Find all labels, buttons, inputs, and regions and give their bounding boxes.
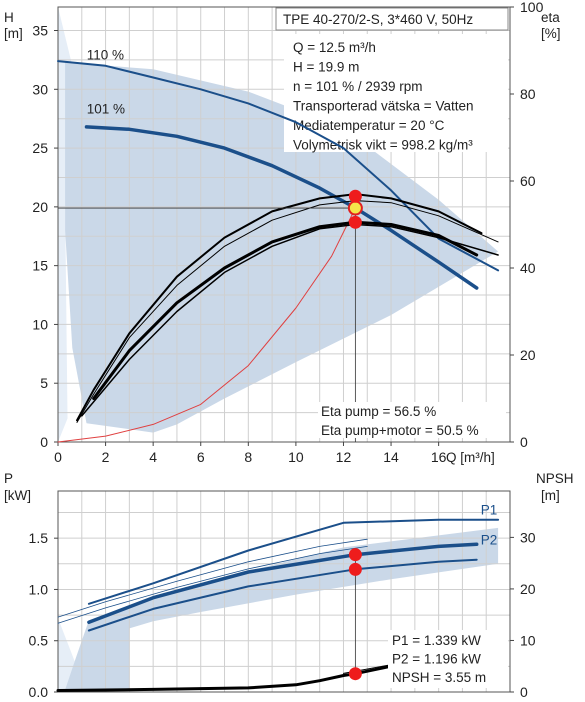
- x-axis-label: Q [m³/h]: [446, 450, 495, 465]
- y-left-tick-label: 1.5: [29, 530, 49, 546]
- series-line: [84, 125, 479, 290]
- info-line: n = 101 % / 2939 rpm: [293, 79, 422, 94]
- y-right-tick-label: 0: [520, 434, 528, 450]
- info-line: Q = 12.5 m³/h: [293, 40, 376, 55]
- y-left-tick-label: 35: [32, 23, 48, 39]
- value-line: NPSH = 3.55 m: [392, 670, 486, 685]
- series-line: [57, 60, 500, 272]
- value-line: P1 = 1.339 kW: [392, 633, 481, 648]
- x-tick-label: 2: [102, 449, 110, 465]
- plot-frame: [57, 490, 511, 693]
- info-line: H = 19.9 m: [293, 60, 359, 75]
- operating-area: [65, 527, 499, 690]
- y-left-axis-label: H: [4, 10, 14, 25]
- y-right-axis-unit: [%]: [541, 26, 561, 41]
- y-right-tick-label: 10: [520, 632, 536, 648]
- y-right-axis-label: NPSH: [536, 471, 574, 486]
- y-right-tick-label: 40: [520, 260, 536, 276]
- x-tick-label: 4: [149, 449, 157, 465]
- left-light-region: [58, 618, 75, 692]
- curve-label: P1: [481, 503, 498, 518]
- plot-frame: [57, 6, 511, 443]
- curve-label: 110 %: [87, 47, 124, 62]
- curve-label: P2: [481, 532, 498, 547]
- y-right-tick-label: 20: [520, 347, 536, 363]
- x-tick-label: 6: [197, 449, 205, 465]
- value-label-panel: [388, 630, 508, 688]
- y-right-tick-label: 20: [520, 581, 536, 597]
- series-line: [57, 538, 368, 618]
- y-right-tick-label: 60: [520, 173, 536, 189]
- efficiency-point-marker: [348, 215, 362, 229]
- y-left-tick-label: 0: [40, 434, 48, 450]
- efficiency-point-marker: [348, 189, 362, 203]
- power-npsh-chart: 0.0 0.5 1.0 1.5 0 10 20 30 P [kW] NPSH [m] P1 P2 P1 = …: [4, 471, 574, 700]
- power-point-marker: [348, 562, 362, 576]
- operating-area: [65, 62, 499, 433]
- y-left-tick-label: 30: [32, 81, 48, 97]
- y-left-axis-unit: [kW]: [4, 488, 31, 503]
- series-line: [87, 518, 500, 605]
- eta-line: Eta pump+motor = 50.5 %: [321, 423, 479, 438]
- x-tick-label: 0: [54, 449, 62, 465]
- series-line: [76, 200, 499, 423]
- info-panel: [284, 34, 508, 152]
- value-line: P2 = 1.196 kW: [392, 652, 481, 667]
- info-line: Transporterad vätska = Vatten: [293, 99, 473, 114]
- y-right-axis-label: eta: [541, 10, 560, 25]
- info-line: Mediatemperatur = 20 °C: [293, 118, 445, 133]
- x-tick-label: 8: [244, 449, 252, 465]
- y-left-tick-label: 5: [40, 375, 48, 391]
- title-box: [275, 7, 509, 31]
- y-left-axis-unit: [m]: [4, 26, 23, 41]
- curve-label: 101 %: [87, 102, 125, 117]
- series-line: [57, 207, 356, 443]
- info-line: Volymetrisk vikt = 998.2 kg/m³: [293, 138, 473, 153]
- y-right-tick-label: 30: [520, 529, 536, 545]
- y-left-tick-label: 25: [32, 140, 48, 156]
- series-line: [76, 193, 483, 422]
- npsh-point-marker: [348, 667, 362, 681]
- series-line: [87, 542, 479, 625]
- series-line: [57, 546, 368, 624]
- y-right-tick-label: 80: [520, 86, 536, 102]
- y-right-tick-label: 0: [520, 684, 528, 700]
- power-point-marker: [348, 548, 362, 562]
- x-tick-label: 12: [336, 449, 352, 465]
- y-right-axis-unit: [m]: [541, 488, 560, 503]
- series-line: [81, 223, 499, 417]
- y-left-tick-label: 15: [32, 258, 48, 274]
- y-left-tick-label: 0.0: [29, 684, 49, 700]
- y-right-tick-label: 100: [520, 0, 544, 15]
- y-left-tick-label: 1.0: [29, 581, 49, 597]
- y-left-tick-label: 0.5: [29, 633, 49, 649]
- x-tick-label: 14: [383, 449, 399, 465]
- y-left-tick-label: 20: [32, 199, 48, 215]
- series-line: [92, 220, 479, 400]
- x-tick-label: 10: [288, 449, 304, 465]
- operating-point-marker: [347, 200, 363, 216]
- eta-label-panel: [318, 402, 506, 438]
- eta-line: Eta pump = 56.5 %: [321, 404, 436, 419]
- series-line: [87, 558, 478, 632]
- y-left-axis-label: P: [4, 471, 13, 486]
- x-tick-label: 16: [431, 449, 447, 465]
- chart-title: TPE 40-270/2-S, 3*460 V, 50Hz: [283, 12, 473, 27]
- y-left-tick-label: 10: [32, 316, 48, 332]
